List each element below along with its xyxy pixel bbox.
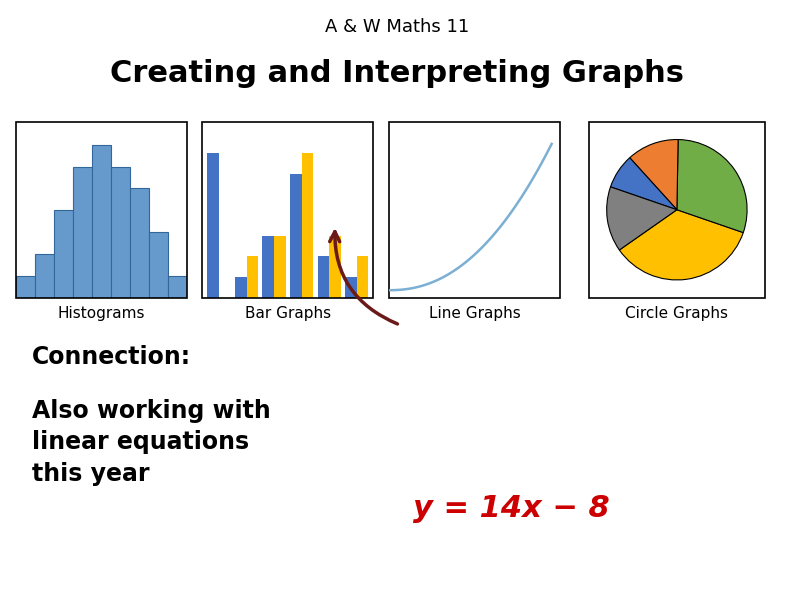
Wedge shape [607,187,676,250]
Bar [168,275,187,298]
Wedge shape [676,140,747,233]
Bar [274,236,286,298]
Text: Connection:: Connection: [32,345,191,369]
Wedge shape [619,210,743,280]
Bar [129,189,148,298]
Text: Circle Graphs: Circle Graphs [625,306,728,321]
Bar [207,153,219,298]
Bar [246,256,258,298]
Bar [318,256,330,298]
Bar [110,167,129,298]
Bar [290,174,302,298]
Text: Also working with
linear equations
this year: Also working with linear equations this … [32,399,271,486]
Bar [263,236,274,298]
Text: y = 14x − 8: y = 14x − 8 [413,494,610,523]
Bar [330,236,341,298]
Text: Line Graphs: Line Graphs [429,306,520,321]
Text: Creating and Interpreting Graphs: Creating and Interpreting Graphs [110,60,684,89]
FancyArrowPatch shape [330,231,398,324]
Bar [345,277,357,298]
Bar [235,277,246,298]
Bar [35,254,54,298]
Bar [92,145,110,298]
Bar [302,153,313,298]
Text: Histograms: Histograms [57,306,145,321]
Wedge shape [611,158,676,210]
Bar [73,167,92,298]
Bar [16,275,35,298]
Text: A & W Maths 11: A & W Maths 11 [325,18,469,36]
Bar [357,256,368,298]
Text: Bar Graphs: Bar Graphs [245,306,331,321]
Bar [54,210,73,298]
Wedge shape [630,139,678,210]
Bar [148,232,168,298]
